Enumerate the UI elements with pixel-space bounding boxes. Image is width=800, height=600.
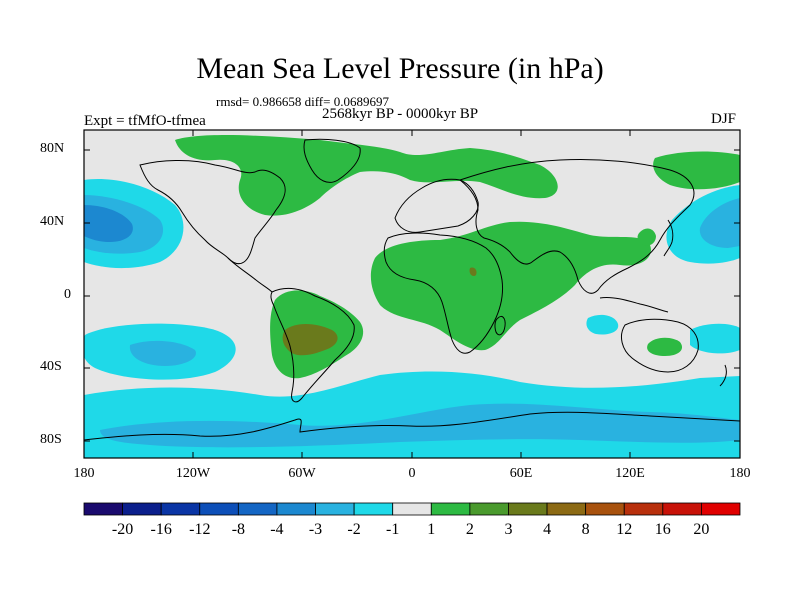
lon-label-0: 0 [408, 466, 416, 481]
colorbar-label: -4 [270, 521, 284, 538]
north-pacific-east-mid [699, 198, 740, 248]
colorbar [83, 502, 741, 516]
southern-ocean-mid [100, 403, 740, 448]
colorbar-label: 16 [654, 521, 671, 538]
coast-asia [458, 158, 695, 294]
colorbar-label: 2 [465, 521, 474, 538]
colorbar-box-2 [160, 502, 201, 516]
colorbar-box-1 [122, 502, 162, 516]
coast-greenland [303, 138, 361, 183]
coast-new-zealand [719, 364, 727, 387]
colorbar-label: 1 [427, 521, 436, 538]
lat-label-0: 0 [64, 287, 71, 302]
arctic-positive-east [653, 151, 740, 190]
lon-label-120e: 120E [615, 466, 645, 481]
colorbar-box-6 [315, 502, 355, 516]
coast-antarctica [84, 411, 740, 441]
colorbar-box-12 [546, 502, 587, 516]
lat-label-80s: 80S [40, 432, 62, 447]
colorbar-label: -20 [111, 521, 134, 538]
coast-africa [383, 232, 503, 354]
colorbar-label: 12 [616, 521, 633, 538]
colorbar-box-5 [276, 502, 316, 516]
experiment-label: Expt = tfMfO-tfmea [84, 113, 206, 129]
coast-south-america [270, 288, 355, 403]
colorbar-box-13 [585, 502, 625, 516]
colorbar-box-9 [430, 502, 471, 516]
colorbar-label: 4 [543, 521, 552, 538]
colorbar-label: 3 [504, 521, 513, 538]
coast-madagascar [494, 315, 506, 336]
coast-australia [621, 318, 699, 373]
lat-label-40s: 40S [40, 359, 62, 374]
arctic-positive [175, 135, 558, 216]
lat-label-40n: 40N [40, 214, 65, 229]
colorbar-label: 20 [693, 521, 710, 538]
lon-label-60w: 60W [288, 466, 316, 481]
season-label: DJF [711, 111, 737, 127]
lon-label-60e: 60E [509, 466, 533, 481]
colorbar-label: -1 [386, 521, 400, 538]
colorbar-box-7 [353, 502, 394, 516]
colorbar-box-16 [701, 502, 741, 516]
south-america-olive [282, 324, 338, 356]
east-asia-positive [637, 228, 656, 246]
colorbar-label: -2 [347, 521, 361, 538]
lon-label-120w: 120W [175, 466, 211, 481]
colorbar-label: -8 [231, 521, 246, 538]
map-title: Mean Sea Level Pressure (in hPa) [196, 52, 604, 85]
coast-europe [394, 178, 479, 233]
lon-label-180e: 180 [729, 466, 751, 481]
colorbar-box-0 [83, 502, 123, 516]
colorbar-box-10 [469, 502, 509, 516]
arabia-olive-spot [469, 267, 477, 277]
north-pacific-west-core [84, 205, 133, 242]
colorbar-label: -16 [150, 521, 172, 538]
lon-label-180w: 180 [73, 466, 95, 481]
colorbar-box-3 [199, 502, 239, 516]
colorbar-box-14 [623, 502, 664, 516]
coast-japan [663, 219, 674, 257]
rmsd-diff-stats: rmsd= 0.986658 diff= 0.0689697 [216, 94, 389, 109]
colorbar-label: 8 [581, 521, 590, 538]
colorbar-box-15 [662, 502, 702, 516]
africa-positive [370, 221, 651, 351]
coast-indonesia [599, 297, 669, 313]
colorbar-box-8 [392, 502, 432, 516]
coast-north-america [139, 159, 286, 265]
colorbar-box-11 [508, 502, 548, 516]
coastlines [84, 138, 740, 441]
coast-central-america [227, 257, 273, 293]
colorbar-box-4 [237, 502, 278, 516]
indian-ocean-anomaly [586, 314, 619, 335]
lon-ticks [192, 130, 631, 458]
lat-ticks [84, 149, 740, 442]
time-period: 2568kyr BP - 0000kyr BP [322, 106, 479, 122]
sw-pacific-anomaly [690, 323, 740, 354]
colorbar-label: -3 [308, 521, 323, 538]
colorbar-label: -12 [189, 521, 211, 538]
australia-positive [647, 337, 683, 356]
south-pacific-core [129, 340, 196, 366]
lat-label-80n: 80N [40, 141, 65, 156]
